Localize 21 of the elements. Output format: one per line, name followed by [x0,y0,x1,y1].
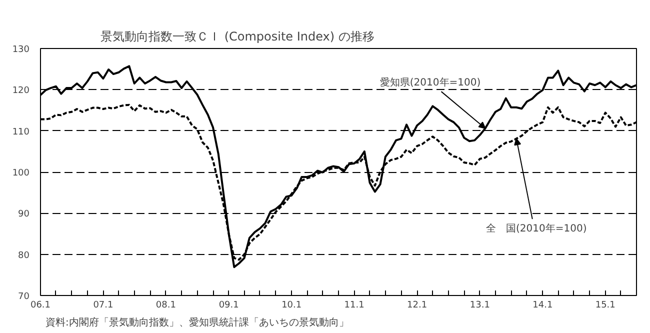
text: 資料:内閣府「景気動向指数」、愛知県統計課「あいちの景気動向」 [46,316,349,328]
x-tick-label: 09.1 [218,300,239,310]
y-tick-label: 130 [12,45,30,55]
chart-title: 景気動向指数一致ＣＩ (Composite Index) の推移 [100,30,374,44]
annotation: 全 国(2010年=100) [486,222,587,235]
x-tick-label: 06.1 [30,300,51,310]
y-tick-label: 90 [18,210,30,220]
y-tick-label: 80 [18,250,30,261]
y-tick-label: 100 [12,168,30,178]
x-tick-label: 12.1 [407,300,428,310]
y-tick-label: 120 [12,86,30,96]
x-tick-label: 13.1 [470,300,490,310]
x-tick-label: 14.1 [532,300,553,310]
x-tick-label: 10.1 [282,300,302,310]
y-tick-label: 110 [12,127,30,138]
y-tick-label: 70 [18,292,30,302]
x-tick-label: 08.1 [156,300,176,310]
x-tick-label: 07.1 [93,300,114,310]
x-tick-label: 11.1 [344,300,364,310]
annotation: 愛知県(2010年=100) [380,76,481,88]
x-tick-label: 15.1 [595,300,616,310]
